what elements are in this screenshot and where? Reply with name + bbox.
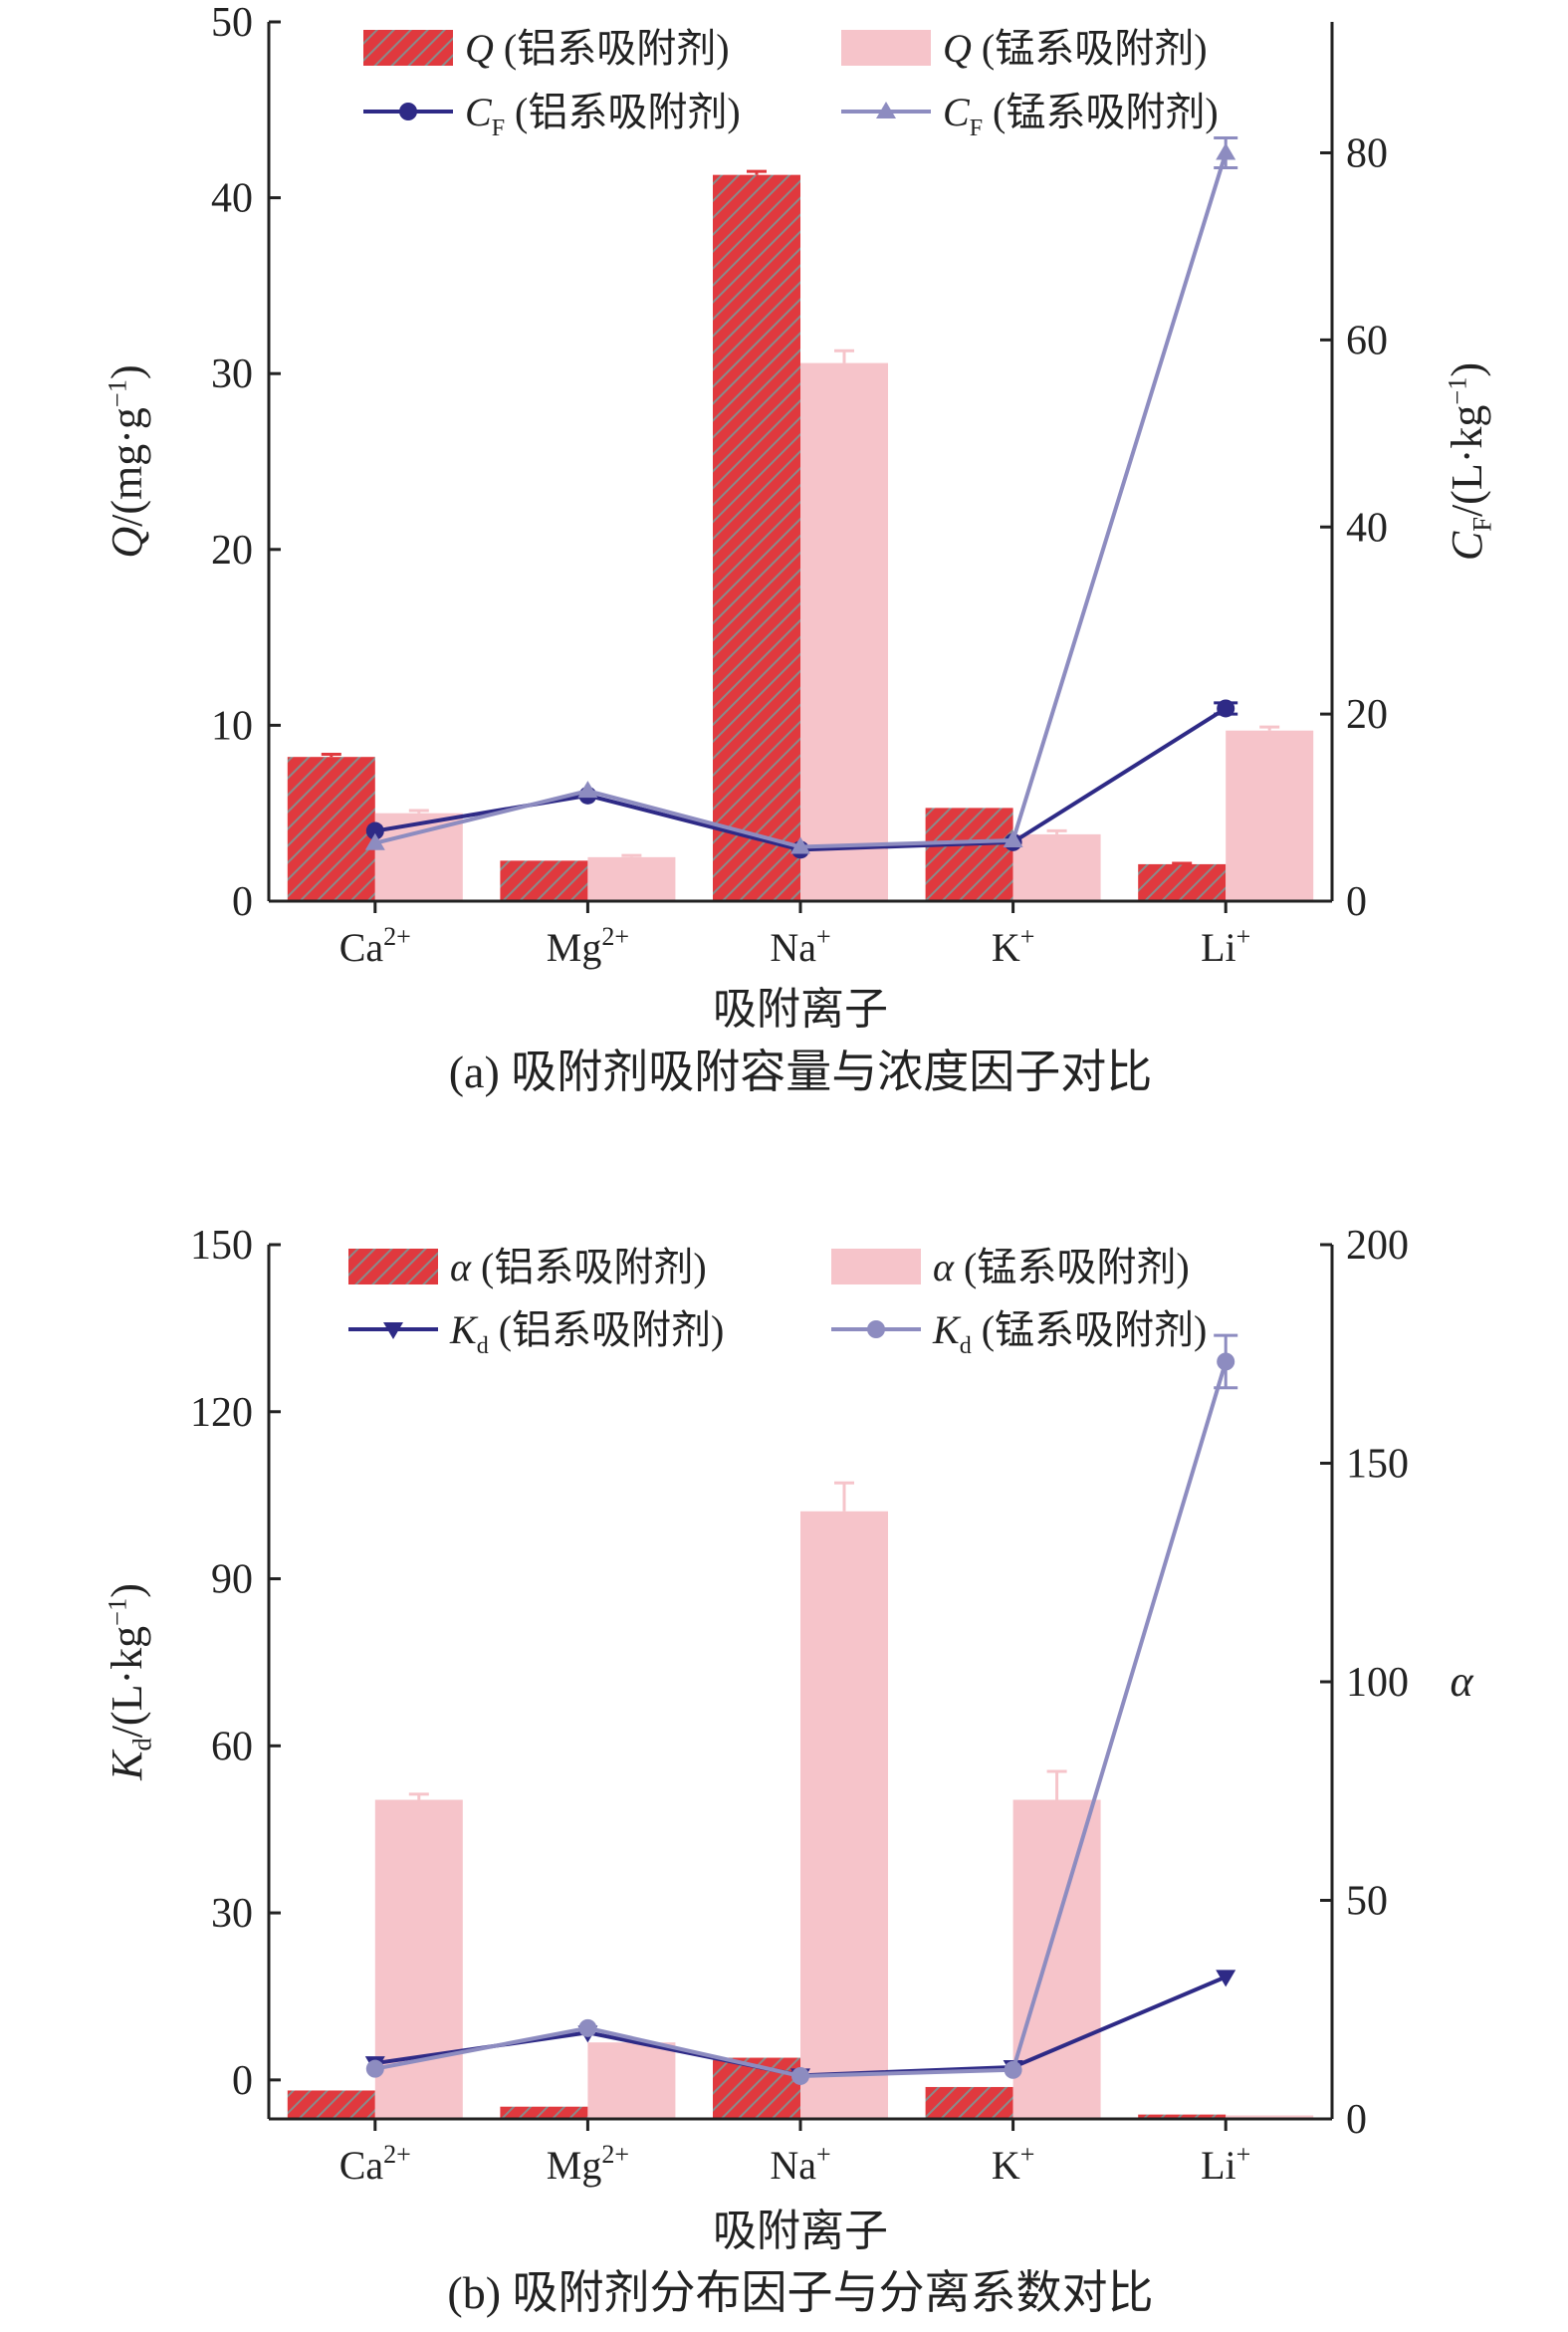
legend-swatch [363,30,453,66]
y2-tick-label: 50 [1346,1879,1388,1925]
data-point [364,832,385,850]
data-point [577,781,598,799]
legend-marker [399,103,417,120]
y2-tick-label: 150 [1346,1442,1409,1488]
x-tick-label: Mg2+ [547,922,629,970]
x-axis-title: 吸附离子 [713,2207,888,2255]
data-point [791,2066,809,2085]
figure-caption: (b) 吸附剂分布因子与分离系数对比 [447,2267,1153,2318]
x-tick-label: Na+ [770,922,830,970]
x-tick-label: Mg2+ [547,2140,629,2188]
y2-tick-label: 80 [1346,131,1388,177]
y2-tick-label: 100 [1346,1660,1409,1706]
legend-swatch [348,1249,438,1284]
legend-label: Kd (锰系吸附剂) [932,1307,1207,1359]
bar [925,2086,1013,2119]
x-tick-label: Ca2+ [339,2140,411,2188]
figure-caption: (a) 吸附剂吸附容量与浓度因子对比 [449,1047,1153,1097]
y2-tick-label: 0 [1346,2097,1367,2143]
bar [1012,1799,1101,2119]
x-tick-label: K+ [992,922,1035,970]
bar [287,2090,375,2119]
y2-tick-label: 40 [1346,505,1388,551]
y2-tick-label: 20 [1346,692,1388,738]
bar [1012,833,1101,901]
bar [1138,863,1227,901]
bar [287,757,375,901]
bar [500,860,588,901]
data-point [578,2018,597,2037]
legend-marker [876,102,896,118]
bar [374,1799,463,2119]
y-tick-label: 30 [211,351,253,397]
legend-label: Kd (铝系吸附剂) [449,1307,724,1359]
chart-panel-a: 0 10 20 30 40 50 0 20 40 60 80 Ca2+ Mg2+ Na+ K+ Li+ Q/(m… [103,0,1497,1097]
y-tick-label: 0 [232,2058,253,2104]
y-tick-label: 120 [190,1390,253,1436]
y-tick-label: 40 [211,176,253,222]
bar [500,2106,588,2119]
y-tick-label: 90 [211,1557,253,1603]
y-tick-label: 20 [211,528,253,574]
y-tick-label: 0 [232,879,253,925]
bar [587,856,676,901]
y-tick-label: 30 [211,1891,253,1937]
x-tick-label: Li+ [1201,922,1250,970]
legend-swatch [841,30,931,66]
bar [713,174,800,902]
legend-label: α (锰系吸附剂) [933,1245,1190,1289]
y2-tick-label: 0 [1346,879,1367,925]
legend-swatch [831,1249,921,1284]
x-tick-label: K+ [992,2140,1035,2188]
data-point [1217,1352,1235,1371]
y-tick-label: 10 [211,703,253,749]
x-tick-label: Ca2+ [339,922,411,970]
data-point [365,821,384,840]
data-point [1217,699,1235,718]
y-tick-label: 50 [211,0,253,46]
y2-axis-title: CF/(L·kg−1) [1443,362,1497,561]
data-point [1216,1970,1236,1987]
legend-label: CF (铝系吸附剂) [465,90,741,141]
y-axis-title: Kd/(L·kg−1) [103,1583,157,1781]
data-point [1004,2060,1022,2079]
x-tick-label: Na+ [770,2140,830,2188]
bar [1226,2115,1314,2119]
legend-marker [867,1320,885,1338]
y-tick-label: 60 [211,1724,253,1769]
data-point [790,836,810,854]
x-tick-label: Li+ [1201,2140,1250,2188]
legend-marker [383,1322,403,1339]
data-point [1003,829,1023,847]
x-axis-title: 吸附离子 [713,985,888,1034]
legend-label: CF (锰系吸附剂) [943,90,1219,141]
data-point [365,2059,384,2078]
y2-axis-title: α [1450,1657,1473,1706]
legend-label: Q (锰系吸附剂) [943,26,1208,71]
bar [800,1511,888,2119]
bar [1226,730,1314,901]
legend-label: α (铝系吸附剂) [450,1245,707,1289]
y-tick-label: 150 [190,1223,253,1269]
y2-tick-label: 60 [1346,318,1388,363]
chart-panel-b: 0 30 60 90 120 150 0 50 100 150 200 Ca2+ Mg2+ Na+ K+ Li… [103,1223,1474,2318]
bar [800,362,888,901]
bar [587,2042,676,2119]
data-point [1216,142,1236,160]
y2-tick-label: 200 [1346,1223,1409,1269]
bar [925,808,1013,901]
bar [1138,2114,1227,2119]
y-axis-title: Q/(mg·g−1) [103,364,151,558]
legend-label: Q (铝系吸附剂) [465,26,730,71]
